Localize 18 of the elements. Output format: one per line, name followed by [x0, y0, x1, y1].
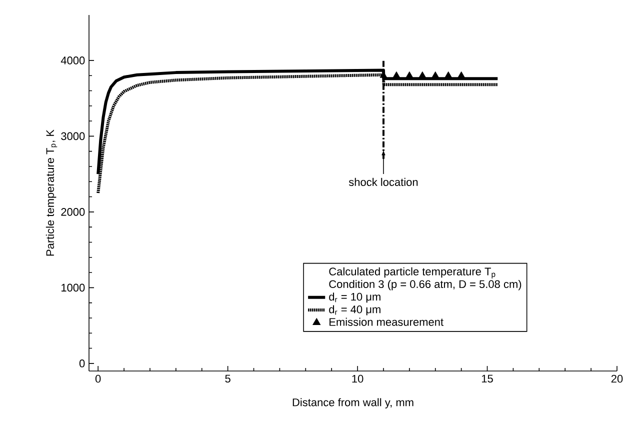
ref-line-label: shock location: [348, 178, 418, 186]
y-tick-label: 3000: [61, 132, 85, 140]
y-tick-label: 2000: [61, 208, 85, 216]
legend-title: Calculated particle temperature T$_{p}$: [329, 267, 496, 279]
y-tick-label: 0: [79, 360, 85, 368]
y-tick-label: 4000: [60, 56, 85, 64]
legend-label: d$_{r}$ = 10 μm: [329, 292, 380, 303]
x-tick-label: 15: [482, 374, 493, 383]
x-tick-label: 0: [95, 374, 101, 383]
annotation: Condition 3 (p = 0.66 atm, D = 5.08 cm): [329, 280, 522, 290]
x-axis-title: Distance from wall y, mm: [292, 398, 414, 408]
x-tick-label: 20: [611, 374, 623, 383]
y-tick-label: 1000: [62, 284, 85, 292]
x-tick-label: 10: [352, 374, 364, 383]
legend-label: Emission measurement: [330, 318, 444, 326]
x-tick-label: 5: [225, 374, 230, 383]
y-axis-title: Particle temperature T$_{p}$, K: [46, 130, 58, 256]
legend-label: d$_{r}$ = 40 μm: [329, 305, 380, 316]
